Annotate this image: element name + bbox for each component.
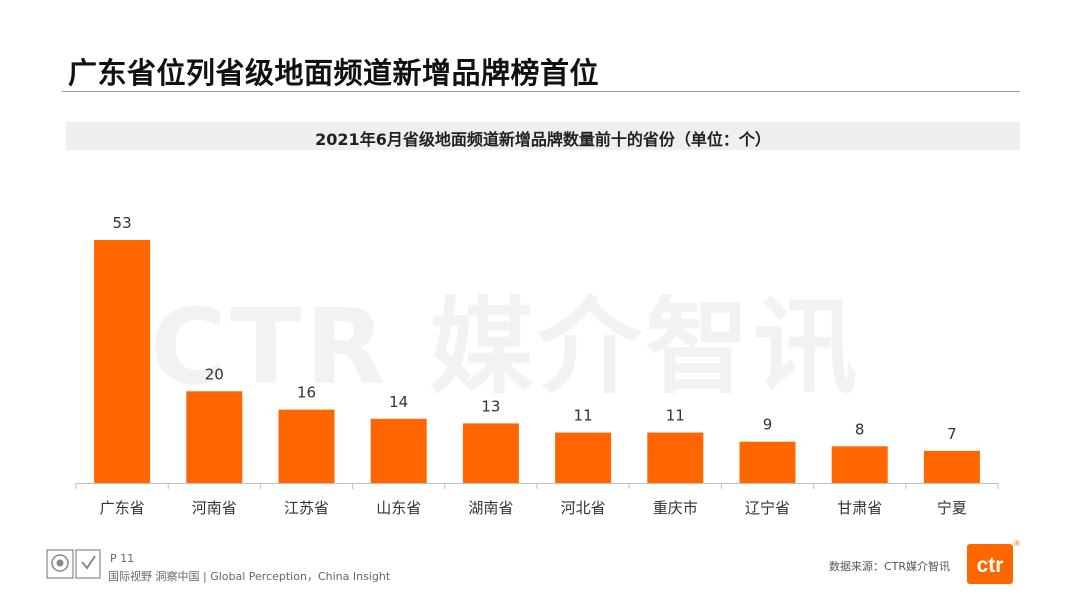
x-tick-label: 湖南省 [468, 499, 513, 517]
x-tick-label: 重庆市 [653, 499, 698, 517]
title-divider [62, 91, 1020, 92]
bar [186, 391, 243, 483]
bar [94, 240, 151, 483]
chart-title-bar: 2021年6月省级地面频道新增品牌数量前十的省份（单位：个） [66, 122, 1020, 150]
data-label: 20 [205, 365, 224, 383]
data-label: 11 [666, 407, 685, 425]
x-tick-label: 河北省 [561, 499, 606, 517]
x-tick-label: 辽宁省 [745, 499, 790, 517]
bar [647, 432, 704, 483]
bar [923, 450, 980, 483]
quality-badge-icon [75, 549, 101, 579]
x-tick-label: 甘肃省 [837, 499, 882, 517]
bar [739, 441, 796, 483]
data-label: 14 [389, 393, 408, 411]
ctr-logo-text: ctr [977, 554, 1004, 577]
ctr-logo: ctr ® [967, 539, 1020, 584]
bar [831, 446, 888, 483]
data-source: 数据来源：CTR媒介智讯 [829, 560, 951, 573]
data-label: 16 [297, 384, 316, 402]
certification-badge-icon [46, 549, 74, 579]
bar [370, 418, 427, 483]
footer-slogan: 国际视野 洞察中国 | Global Perception，China Insi… [108, 570, 391, 583]
data-label: 9 [763, 416, 773, 434]
data-label: 11 [574, 407, 593, 425]
x-tick-label: 山东省 [376, 499, 421, 517]
bar [462, 423, 519, 483]
page-title: 广东省位列省级地面频道新增品牌榜首位 [68, 56, 600, 90]
data-label: 8 [855, 420, 865, 438]
bar [278, 409, 335, 483]
bar [555, 432, 612, 483]
data-label: 7 [947, 425, 957, 443]
x-tick-label: 广东省 [100, 499, 145, 517]
registered-mark-icon: ® [1014, 539, 1020, 548]
data-label: 13 [481, 397, 500, 415]
data-label: 53 [113, 214, 132, 232]
footer-badges [46, 549, 101, 579]
x-tick-label: 宁夏 [937, 499, 967, 517]
watermark: CTR 媒介智讯 [150, 286, 862, 408]
page-number: P 11 [110, 552, 135, 565]
x-tick-label: 河南省 [192, 499, 237, 517]
chart-title: 2021年6月省级地面频道新增品牌数量前十的省份（单位：个） [315, 130, 771, 149]
x-tick-label: 江苏省 [284, 499, 329, 517]
